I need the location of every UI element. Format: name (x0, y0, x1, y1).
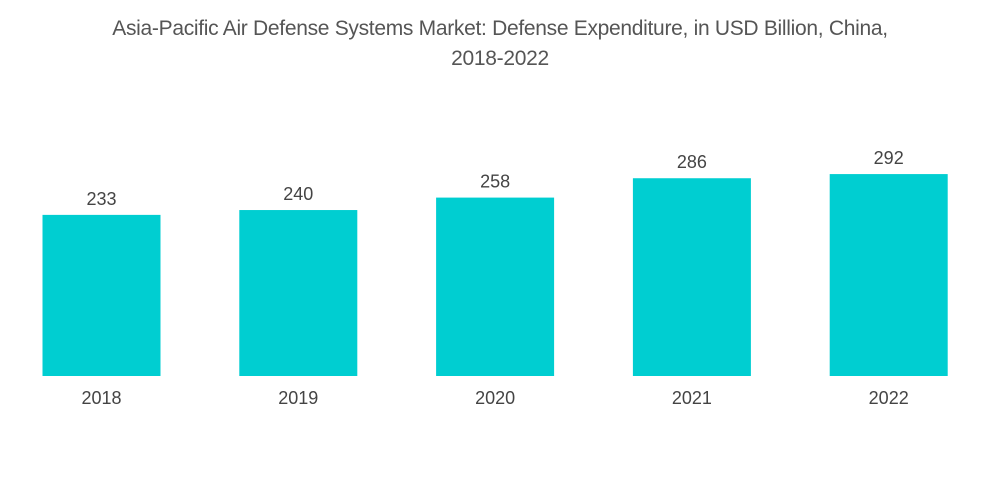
data-label-2021: 286 (677, 152, 707, 172)
bar-2020 (436, 197, 555, 376)
chart-title-line-1: Asia-Pacific Air Defense Systems Market:… (112, 17, 888, 40)
x-tick-label-2019: 2019 (278, 388, 318, 408)
x-tick-label-2022: 2022 (869, 388, 909, 408)
bar-2021 (632, 178, 751, 376)
data-label-2022: 292 (874, 148, 904, 168)
bar-2018 (42, 214, 161, 376)
data-label-2020: 258 (480, 172, 510, 192)
x-tick-label-2021: 2021 (672, 388, 712, 408)
chart-title-line-2: 2018-2022 (451, 47, 549, 70)
data-label-2019: 240 (283, 184, 313, 204)
chart-title: Asia-Pacific Air Defense Systems Market:… (0, 14, 1000, 74)
x-tick-label-2020: 2020 (475, 388, 515, 408)
data-label-2018: 233 (86, 189, 116, 209)
x-tick-label-2018: 2018 (81, 388, 121, 408)
bar-2022 (829, 174, 948, 376)
bar-2019 (239, 210, 358, 376)
